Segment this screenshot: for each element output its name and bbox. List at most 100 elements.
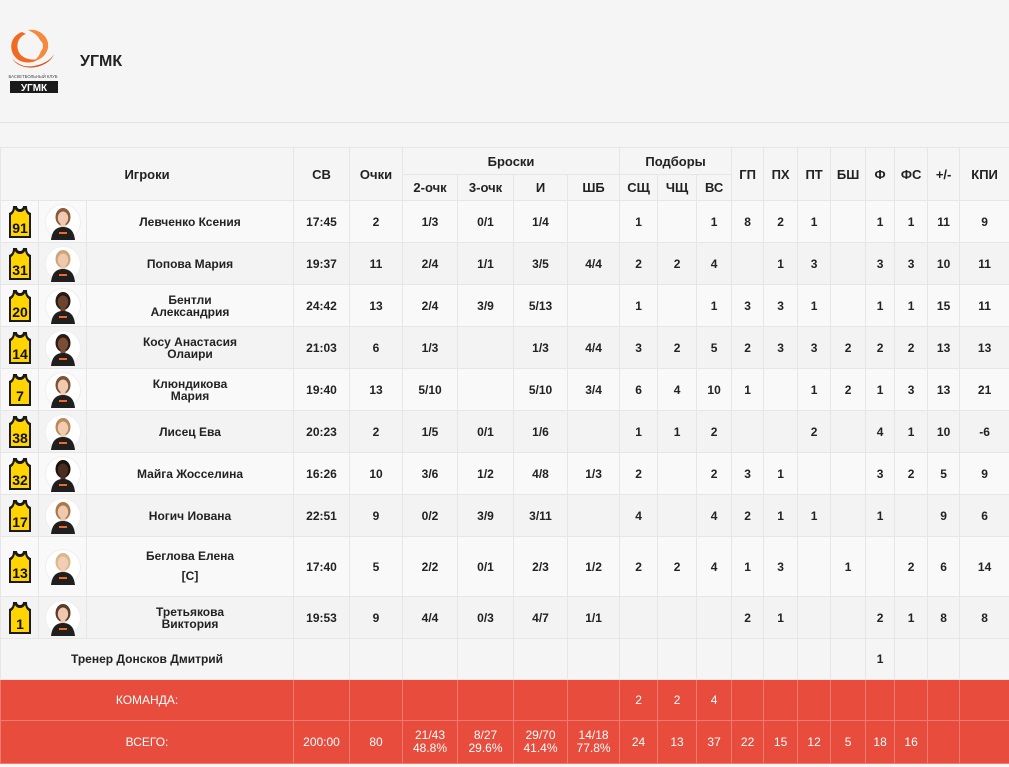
player-name-line2[interactable]: Виктория: [161, 616, 219, 631]
avatar[interactable]: [44, 413, 81, 450]
player-name-line2[interactable]: Александрия: [150, 304, 230, 319]
captain-badge: [C]: [181, 569, 199, 583]
avatar[interactable]: [44, 497, 81, 534]
player-row[interactable]: 38 Лисец Ева 20:23 2 1/5 0/1 1/6 1 1 2 2 4 1 10 -6: [0, 410, 1009, 453]
player-name-cell[interactable]: Ногич Иована: [85, 494, 295, 537]
player-row[interactable]: 91 Левченко Ксения 17:45 2 1/3 0/1 1/4 1 1 8 2 1 1 1 1…: [0, 200, 1009, 243]
team-title: УГМК: [80, 53, 123, 70]
stat-pm: 13: [927, 326, 961, 369]
player-name[interactable]: Беглова Елена: [145, 549, 235, 563]
stat-oreb: 1: [619, 410, 659, 453]
header-row-2: 2-очк 3-очк И ШБ СЩ ЧЩ ВС: [1, 174, 1009, 201]
total-eff: [959, 720, 1009, 764]
jersey-cell: 32: [0, 452, 39, 495]
player-name[interactable]: Лисец Ева: [159, 424, 221, 439]
player-name-cell[interactable]: Косу Анастасия Олаири: [85, 326, 295, 369]
player-name[interactable]: Косу Анастасия: [142, 334, 238, 349]
avatar[interactable]: [44, 203, 81, 240]
player-name-cell[interactable]: Левченко Ксения: [85, 200, 295, 243]
stat-pf: 1: [865, 284, 896, 327]
player-row[interactable]: 17 Ногич Иована 22:51 9 0/2 3/9 3/11 4 4 2 1 1 1 9 6: [0, 494, 1009, 537]
col-pts[interactable]: Очки: [349, 147, 404, 201]
avatar[interactable]: [44, 455, 81, 492]
player-name-cell[interactable]: Клюндикова Мария: [85, 368, 295, 411]
stat-ast: [731, 242, 765, 285]
stat-blk: [830, 452, 867, 495]
col-pm[interactable]: +/-: [927, 147, 961, 201]
player-name[interactable]: Клюндикова: [152, 376, 228, 391]
player-name[interactable]: Левченко Ксения: [139, 214, 241, 229]
player-row[interactable]: 32 Майга Жосселина 16:26 10 3/6 1/2 4/8 1/3 2 2 3 1…: [0, 452, 1009, 495]
player-name[interactable]: Бентли: [168, 292, 212, 307]
avatar[interactable]: [44, 287, 81, 324]
stat-three: 1/2: [457, 452, 515, 495]
avatar[interactable]: [44, 329, 81, 366]
col-treb[interactable]: ВС: [696, 174, 733, 201]
col-ft[interactable]: ШБ: [567, 174, 621, 201]
player-name-line2[interactable]: Олаири: [167, 346, 213, 361]
player-name[interactable]: Майга Жосселина: [137, 466, 244, 481]
total-pm: [927, 720, 961, 764]
avatar[interactable]: [44, 245, 81, 282]
player-name-cell[interactable]: Третьякова Виктория: [85, 596, 295, 639]
player-name-cell[interactable]: Попова Мария: [85, 242, 295, 285]
stat-dreb: [657, 284, 698, 327]
player-row[interactable]: 13 Беглова Елена [C] 17:40 5 2/2 0/1 2/3 1/2 2 2 4 1…: [0, 536, 1009, 597]
boxscore-table: Игроки СВ Очки Броски Подборы ГП ПХ ПТ Б…: [0, 147, 1009, 764]
col-ast[interactable]: ГП: [731, 147, 765, 201]
player-name[interactable]: Ногич Иована: [148, 508, 232, 523]
total-treb: 37: [696, 720, 733, 764]
col-min[interactable]: СВ: [293, 147, 351, 201]
col-dreb[interactable]: ЧЩ: [657, 174, 698, 201]
player-row[interactable]: 14 Косу Анастасия Олаири 21:03 6 1/3 1/3 4/4 3 2 5…: [0, 326, 1009, 369]
col-three[interactable]: 3-очк: [457, 174, 515, 201]
total-ast: 22: [731, 720, 765, 764]
col-fd[interactable]: ФС: [894, 147, 929, 201]
total-fg-pct: 41.4%: [523, 741, 558, 755]
stat-ft: 4/4: [567, 326, 621, 369]
col-shots: Броски: [402, 147, 621, 175]
player-name-cell[interactable]: Майга Жосселина: [85, 452, 295, 495]
stat-blk: 1: [830, 536, 867, 597]
col-stl[interactable]: ПТ: [797, 147, 832, 201]
stat-two: 1/5: [402, 410, 459, 453]
jersey-number: 7: [16, 388, 24, 404]
stat-pm: 10: [927, 242, 961, 285]
jersey-number: 91: [12, 220, 28, 236]
col-oreb[interactable]: СЩ: [619, 174, 659, 201]
stat-dreb: 2: [657, 536, 698, 597]
coach-name[interactable]: Тренер Донсков Дмитрий: [0, 638, 295, 680]
avatar[interactable]: [44, 371, 81, 408]
stat-fg: 4/7: [513, 596, 569, 639]
team-header: БАСКЕТБОЛЬНЫЙ КЛУБ УГМК УГМК: [0, 0, 1009, 123]
player-name[interactable]: Попова Мария: [146, 256, 234, 271]
player-row[interactable]: 31 Попова Мария 19:37 11 2/4 1/1 3/5 4/4 2 2 4 1 3 3 3…: [0, 242, 1009, 285]
col-to[interactable]: ПХ: [763, 147, 799, 201]
player-row[interactable]: 20 Бентли Александрия 24:42 13 2/4 3/9 5/13 1 1 3 3…: [0, 284, 1009, 327]
stat-pm: 11: [927, 200, 961, 243]
player-row[interactable]: 1 Третьякова Виктория 19:53 9 4/4 0/3 4/7 1/1 2 1 2…: [0, 596, 1009, 639]
col-blk[interactable]: БШ: [830, 147, 867, 201]
stat-ast: [731, 410, 765, 453]
total-pts: 80: [349, 720, 404, 764]
avatar-cell: [38, 368, 87, 411]
jersey-number: 13: [12, 565, 28, 581]
col-eff[interactable]: КПИ: [959, 147, 1009, 201]
player-name-line2[interactable]: Мария: [170, 388, 210, 403]
jersey-cell: 38: [0, 410, 39, 453]
stat-eff: 6: [959, 494, 1009, 537]
avatar[interactable]: [44, 548, 81, 585]
stat-stl: 2: [797, 410, 832, 453]
col-pf[interactable]: Ф: [865, 147, 896, 201]
player-row[interactable]: 7 Клюндикова Мария 19:40 13 5/10 5/10 3/4 6 4 10 1 1…: [0, 368, 1009, 411]
avatar[interactable]: [44, 599, 81, 636]
player-name-cell[interactable]: Лисец Ева: [85, 410, 295, 453]
stat-to: 3: [763, 284, 799, 327]
col-two[interactable]: 2-очк: [402, 174, 459, 201]
player-name-cell[interactable]: Бентли Александрия: [85, 284, 295, 327]
stat-min: 24:42: [293, 284, 351, 327]
col-players[interactable]: Игроки: [0, 147, 295, 201]
player-name-cell[interactable]: Беглова Елена [C]: [85, 536, 295, 597]
col-fg[interactable]: И: [513, 174, 569, 201]
player-name[interactable]: Третьякова: [155, 604, 225, 619]
